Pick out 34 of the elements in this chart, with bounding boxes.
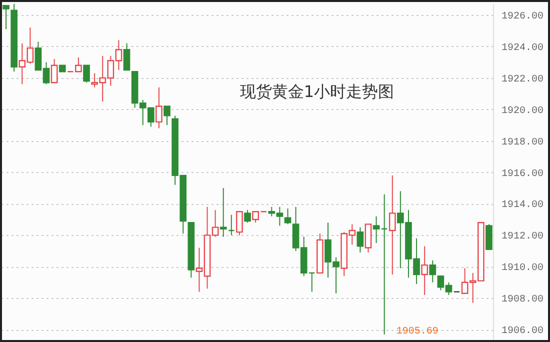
y-tick-label: 1912.00 <box>502 232 544 243</box>
y-tick-label: 1910.00 <box>502 263 544 274</box>
candlestick <box>364 224 372 253</box>
y-tick-label: 1924.00 <box>502 42 544 54</box>
y-tick-label: 1926.00 <box>502 12 544 23</box>
candlestick <box>372 216 380 244</box>
y-tick-label: 1922.00 <box>502 74 544 86</box>
candlestick <box>244 210 251 224</box>
candlestick <box>236 211 243 236</box>
candlestick <box>284 208 292 225</box>
candlestick <box>252 211 259 224</box>
y-tick-label: 1920.00 <box>502 106 544 117</box>
candlestick <box>75 56 82 72</box>
candlestick <box>486 224 492 250</box>
y-tick-label: 1916.00 <box>502 168 544 180</box>
candlestick <box>429 260 436 283</box>
candlestick <box>123 42 130 71</box>
y-tick-label: 1914.00 <box>502 200 544 212</box>
candlestick <box>228 214 235 236</box>
y-tick-label: 1908.00 <box>502 294 544 306</box>
candlestick <box>50 58 58 84</box>
y-tick-label: 1918.00 <box>502 137 544 148</box>
text: 现货黄金1小时走势图 <box>240 82 394 101</box>
candlestick <box>356 226 364 253</box>
candlestick <box>2 4 10 30</box>
annotation: 1905.69 <box>396 326 438 338</box>
candlestick <box>220 188 227 238</box>
candlestick <box>83 64 90 84</box>
candlestick <box>164 106 170 126</box>
y-tick-label: 1906.00 <box>502 326 544 338</box>
candlestick <box>380 194 388 335</box>
candlestick <box>156 86 162 129</box>
candlestick <box>388 174 396 276</box>
candlestick <box>421 246 428 296</box>
